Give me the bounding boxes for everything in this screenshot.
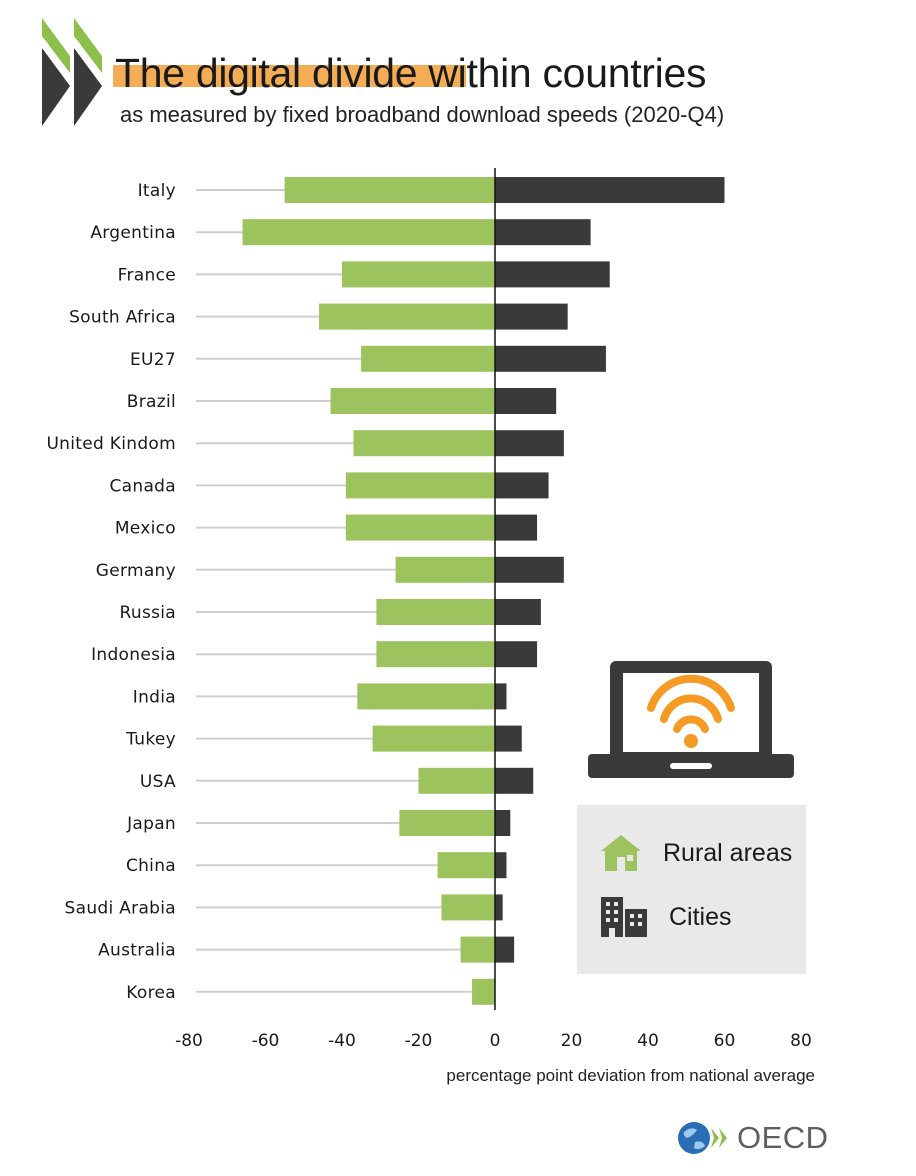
cities-bar bbox=[495, 683, 507, 710]
rural-bar bbox=[357, 683, 495, 710]
cities-bar bbox=[495, 725, 522, 752]
category-label: Russia bbox=[120, 603, 176, 623]
cities-bar bbox=[495, 219, 591, 246]
category-label: Saudi Arabia bbox=[65, 898, 176, 918]
rural-bar bbox=[418, 767, 495, 794]
cities-bar bbox=[495, 894, 503, 921]
oecd-logo-text: OECD bbox=[737, 1120, 829, 1155]
cities-bar bbox=[495, 472, 549, 499]
category-label: Indonesia bbox=[91, 645, 176, 665]
title-highlighted-text: The digital divide bbox=[115, 50, 418, 96]
category-label: France bbox=[118, 265, 176, 285]
category-label: USA bbox=[140, 772, 176, 792]
x-tick-label: -60 bbox=[252, 1031, 280, 1051]
legend-label-rural: Rural areas bbox=[663, 838, 793, 867]
category-label: Brazil bbox=[127, 392, 176, 412]
legend-label-cities: Cities bbox=[669, 902, 732, 931]
x-tick-label: -40 bbox=[328, 1031, 356, 1051]
cities-bar bbox=[495, 388, 557, 414]
rural-bar bbox=[441, 894, 495, 921]
cities-bar bbox=[495, 599, 541, 625]
legend: Rural areas Cities bbox=[577, 805, 806, 974]
title-highlight bbox=[113, 65, 466, 87]
category-label: Canada bbox=[110, 476, 177, 496]
category-label: Tukey bbox=[125, 730, 176, 750]
cities-bar bbox=[495, 261, 610, 288]
cities-bar bbox=[495, 177, 725, 203]
title-rest-text: within countries bbox=[417, 50, 707, 96]
cities-bar bbox=[495, 810, 511, 836]
category-label: India bbox=[133, 687, 176, 707]
oecd-chevrons-icon bbox=[42, 18, 102, 126]
rural-bar bbox=[372, 725, 495, 752]
category-label: Mexico bbox=[115, 519, 176, 539]
rural-bar bbox=[472, 978, 495, 1005]
rural-bar bbox=[345, 514, 495, 541]
rural-bar bbox=[399, 810, 495, 836]
category-label: Australia bbox=[98, 941, 176, 961]
rural-bar bbox=[361, 345, 495, 372]
cities-bar bbox=[495, 936, 515, 963]
rural-bar bbox=[242, 219, 495, 246]
category-label: Argentina bbox=[90, 223, 176, 243]
cities-bar bbox=[495, 345, 606, 372]
category-label: Japan bbox=[126, 814, 176, 834]
rural-bar bbox=[376, 641, 495, 668]
x-tick-label: -20 bbox=[405, 1031, 433, 1051]
category-label: Germany bbox=[96, 561, 176, 581]
rural-bar bbox=[330, 388, 495, 414]
house-icon bbox=[601, 835, 641, 871]
category-label: Italy bbox=[138, 181, 176, 201]
cities-bar bbox=[495, 430, 564, 457]
rural-bar bbox=[437, 852, 495, 879]
chart-title: The digital divide within countries bbox=[113, 50, 707, 97]
laptop-wifi-icon bbox=[588, 661, 794, 778]
cities-bar bbox=[495, 514, 538, 541]
chart-subtitle: as measured by fixed broadband download … bbox=[120, 102, 725, 127]
category-label: EU27 bbox=[130, 350, 176, 370]
x-tick-label: 80 bbox=[790, 1031, 812, 1051]
cities-bar bbox=[495, 556, 564, 583]
rural-bar bbox=[460, 936, 495, 963]
rural-bar bbox=[319, 303, 495, 330]
rural-bar bbox=[395, 556, 495, 583]
buildings-icon bbox=[601, 897, 647, 937]
rural-bar bbox=[353, 430, 495, 457]
x-tick-label: 60 bbox=[714, 1031, 736, 1051]
category-label: South Africa bbox=[69, 308, 176, 328]
x-axis-label: percentage point deviation from national… bbox=[446, 1066, 815, 1085]
cities-bar bbox=[495, 641, 538, 668]
x-tick-label: -80 bbox=[175, 1031, 203, 1051]
oecd-globe-icon bbox=[678, 1122, 727, 1154]
rural-bar bbox=[345, 472, 495, 499]
legend-item-rural: Rural areas bbox=[599, 833, 792, 873]
rural-bar bbox=[342, 261, 495, 288]
category-label: China bbox=[126, 856, 176, 876]
legend-item-cities: Cities bbox=[599, 895, 732, 939]
cities-bar bbox=[495, 852, 507, 879]
rural-bar bbox=[284, 177, 495, 203]
x-tick-label: 0 bbox=[490, 1031, 501, 1051]
category-label: United Kindom bbox=[46, 434, 176, 454]
x-tick-label: 20 bbox=[561, 1031, 583, 1051]
category-label: Korea bbox=[126, 983, 176, 1003]
cities-bar bbox=[495, 767, 534, 794]
x-tick-label: 40 bbox=[637, 1031, 659, 1051]
cities-bar bbox=[495, 303, 568, 330]
rural-bar bbox=[376, 599, 495, 625]
